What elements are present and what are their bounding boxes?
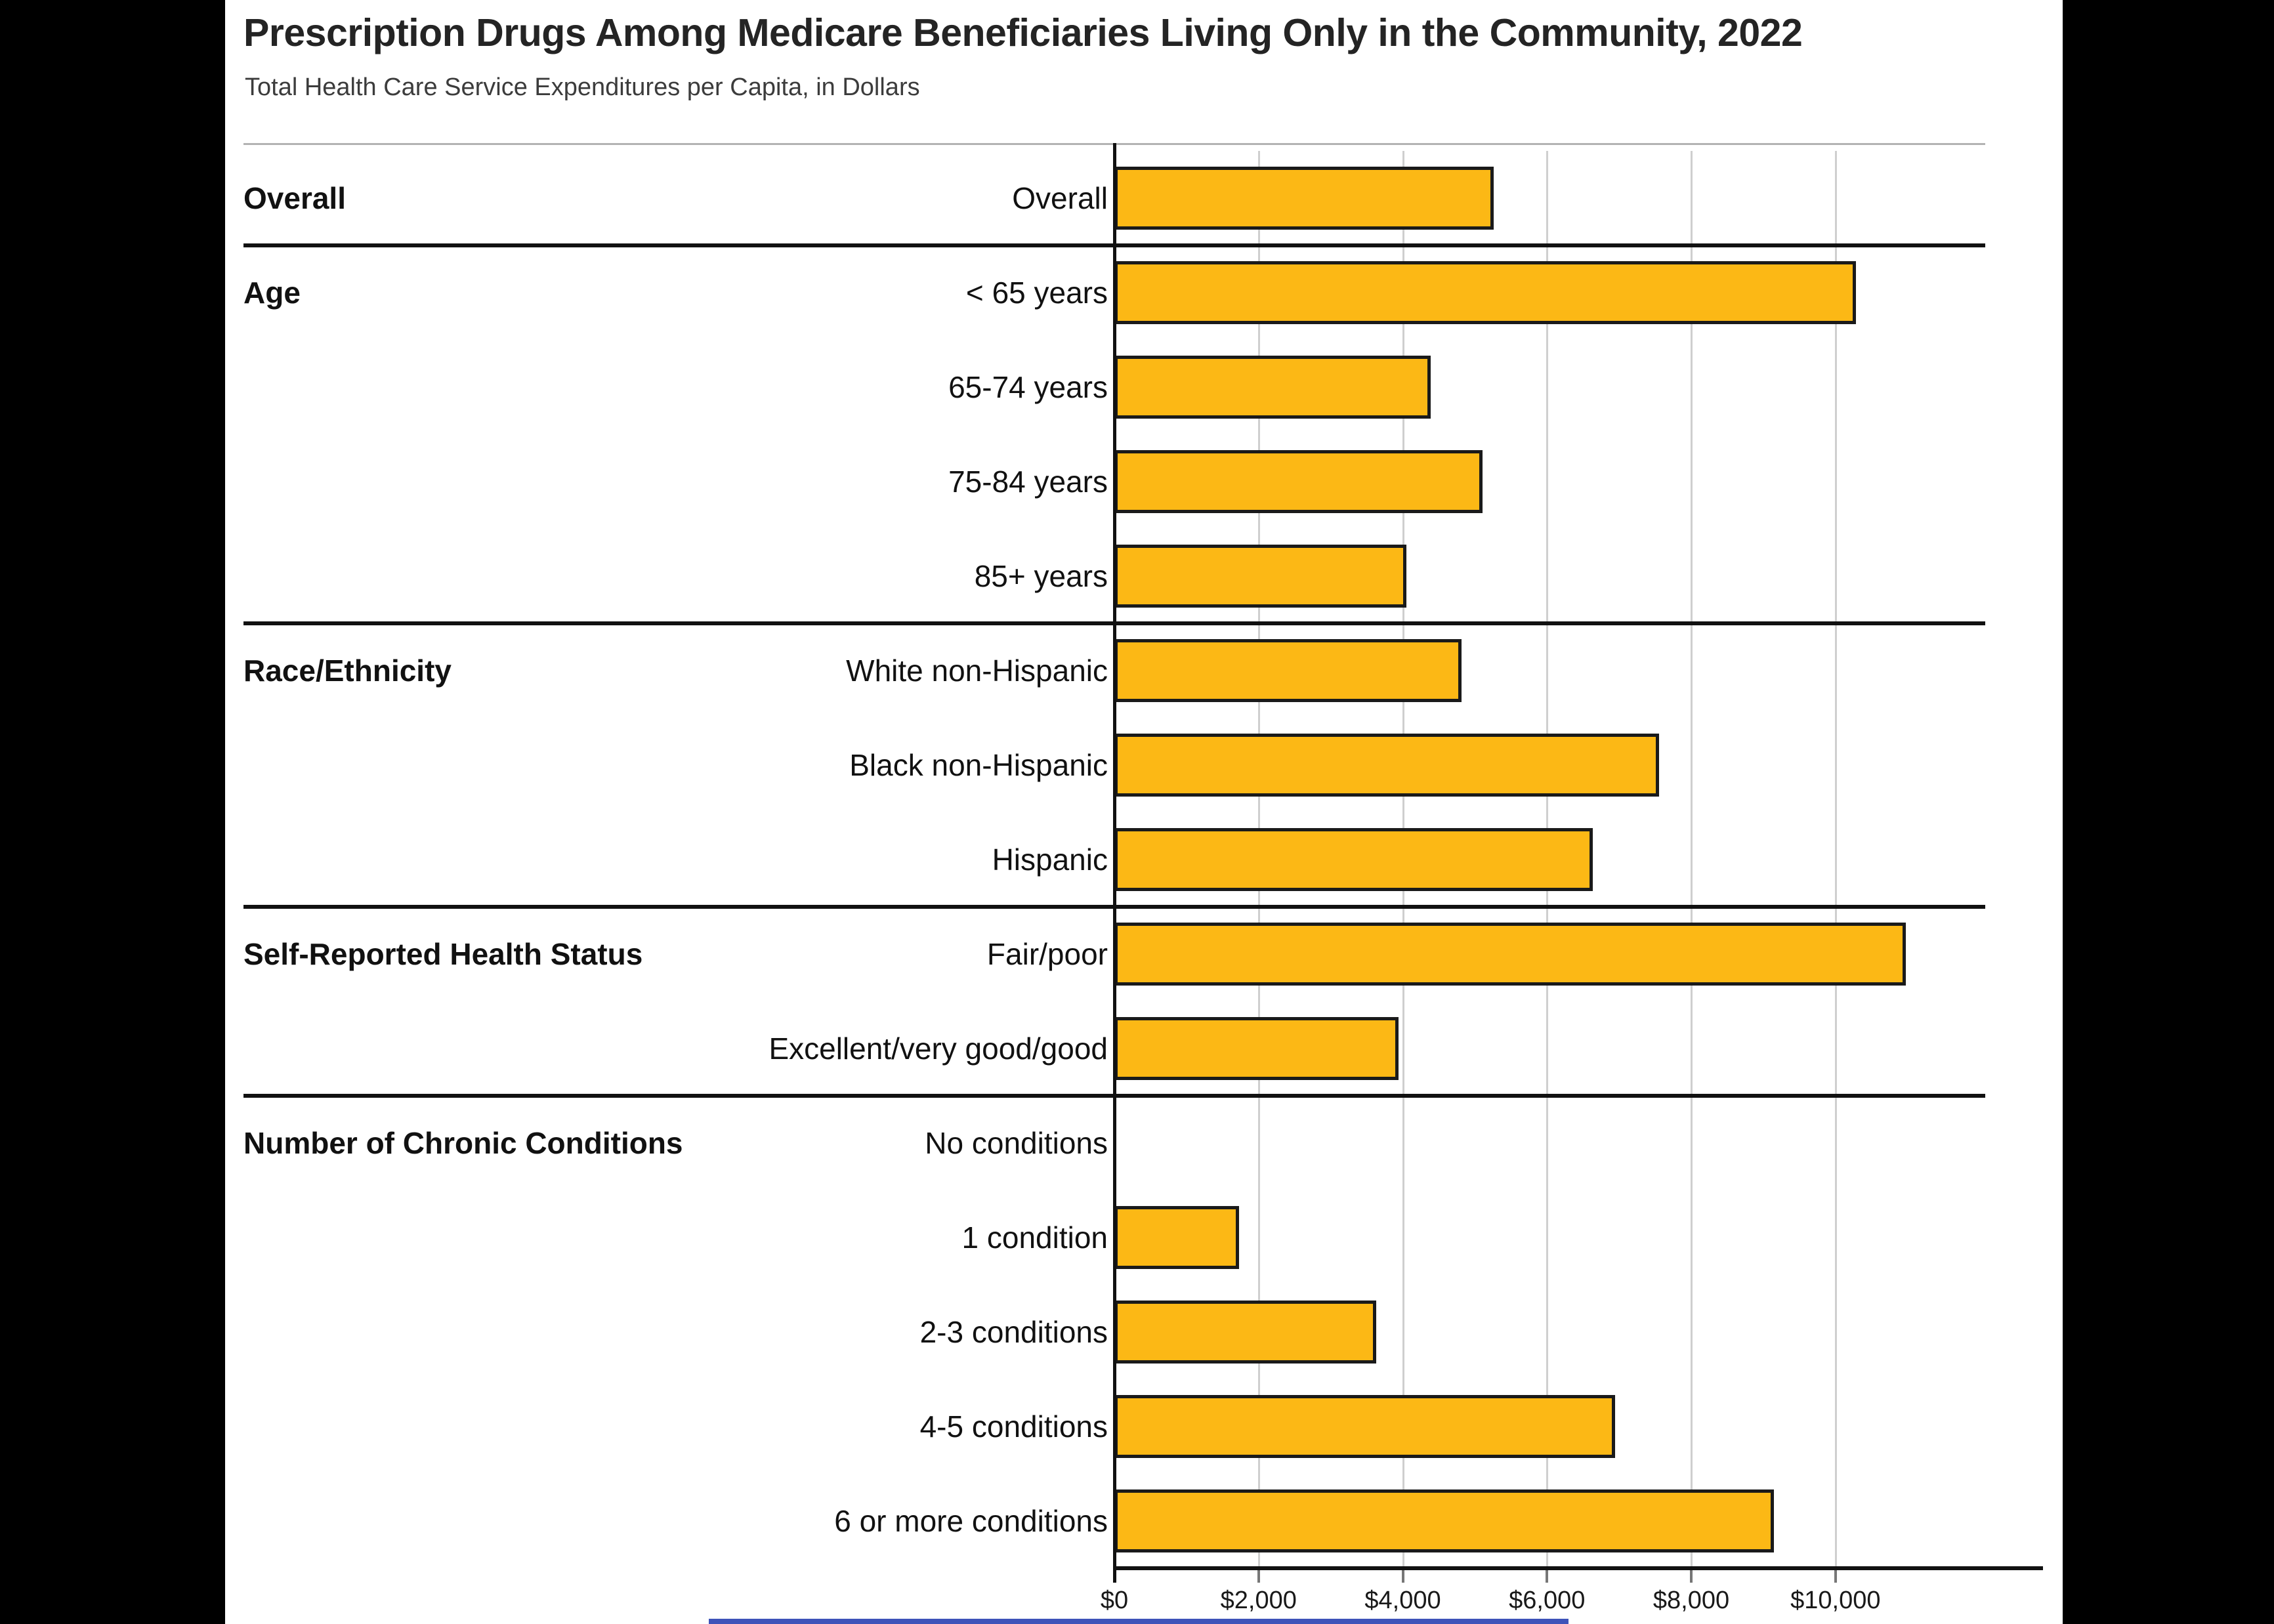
page-subtitle: Total Health Care Service Expenditures p… xyxy=(245,73,920,101)
bar xyxy=(1114,1395,1615,1458)
row-label: 4-5 conditions xyxy=(919,1409,1108,1444)
row-label: 1 condition xyxy=(961,1220,1108,1255)
letterbox-left xyxy=(0,0,225,1624)
bottom-accent-strip xyxy=(709,1619,1569,1624)
row-label: 6 or more conditions xyxy=(834,1504,1108,1538)
bar xyxy=(1114,1301,1376,1364)
bar xyxy=(1114,1206,1239,1269)
row-label: < 65 years xyxy=(965,276,1108,310)
axis-tick xyxy=(1257,1568,1260,1583)
group-label: Self-Reported Health Status xyxy=(243,937,643,971)
axis-tick xyxy=(1690,1568,1693,1583)
bar xyxy=(1114,261,1856,324)
page-title: Prescription Drugs Among Medicare Benefi… xyxy=(243,11,1803,54)
bar xyxy=(1114,450,1483,513)
group-label: Age xyxy=(243,276,301,310)
row-label: Hispanic xyxy=(992,843,1108,877)
bar xyxy=(1114,639,1462,702)
tick-label: $0 xyxy=(1100,1587,1129,1614)
tick-label: $8,000 xyxy=(1653,1587,1730,1614)
bar xyxy=(1114,167,1494,230)
tick-label: $10,000 xyxy=(1790,1587,1881,1614)
axis-tick xyxy=(1401,1568,1404,1583)
row-label: 75-84 years xyxy=(948,465,1108,499)
bar xyxy=(1114,828,1593,891)
letterbox-right xyxy=(2063,0,2274,1624)
row-label: 65-74 years xyxy=(948,370,1108,404)
bar xyxy=(1114,1489,1774,1552)
row-label: No conditions xyxy=(925,1126,1108,1160)
x-axis-line xyxy=(1114,1566,2043,1570)
group-label: Overall xyxy=(243,181,346,215)
bar xyxy=(1114,923,1906,986)
bar xyxy=(1114,734,1659,797)
tick-label: $6,000 xyxy=(1509,1587,1586,1614)
row-label: Fair/poor xyxy=(986,937,1108,971)
bar xyxy=(1114,1017,1399,1080)
row-label: 2-3 conditions xyxy=(919,1315,1108,1349)
row-label: Overall xyxy=(1012,181,1108,215)
gridline xyxy=(1834,151,1837,1568)
bar xyxy=(1114,356,1431,419)
bar-chart-plot-area: $0 $2,000 $4,000 $6,000 $8,000 $10,000 Overall… xyxy=(225,0,2063,1624)
group-label: Race/Ethnicity xyxy=(243,654,452,688)
axis-tick xyxy=(1546,1568,1549,1583)
row-label: 85+ years xyxy=(974,559,1108,593)
y-axis-line xyxy=(1113,143,1116,1583)
tick-label: $2,000 xyxy=(1220,1587,1297,1614)
row-label: White non-Hispanic xyxy=(846,654,1108,688)
tick-label: $4,000 xyxy=(1364,1587,1441,1614)
gridline xyxy=(1691,151,1693,1568)
row-label: Excellent/very good/good xyxy=(769,1031,1108,1066)
bar xyxy=(1114,545,1406,608)
group-label: Number of Chronic Conditions xyxy=(243,1126,683,1160)
axis-tick xyxy=(1834,1568,1837,1583)
row-label: Black non-Hispanic xyxy=(849,748,1108,782)
chart-panel: Prescription Drugs Among Medicare Benefi… xyxy=(225,0,2063,1624)
